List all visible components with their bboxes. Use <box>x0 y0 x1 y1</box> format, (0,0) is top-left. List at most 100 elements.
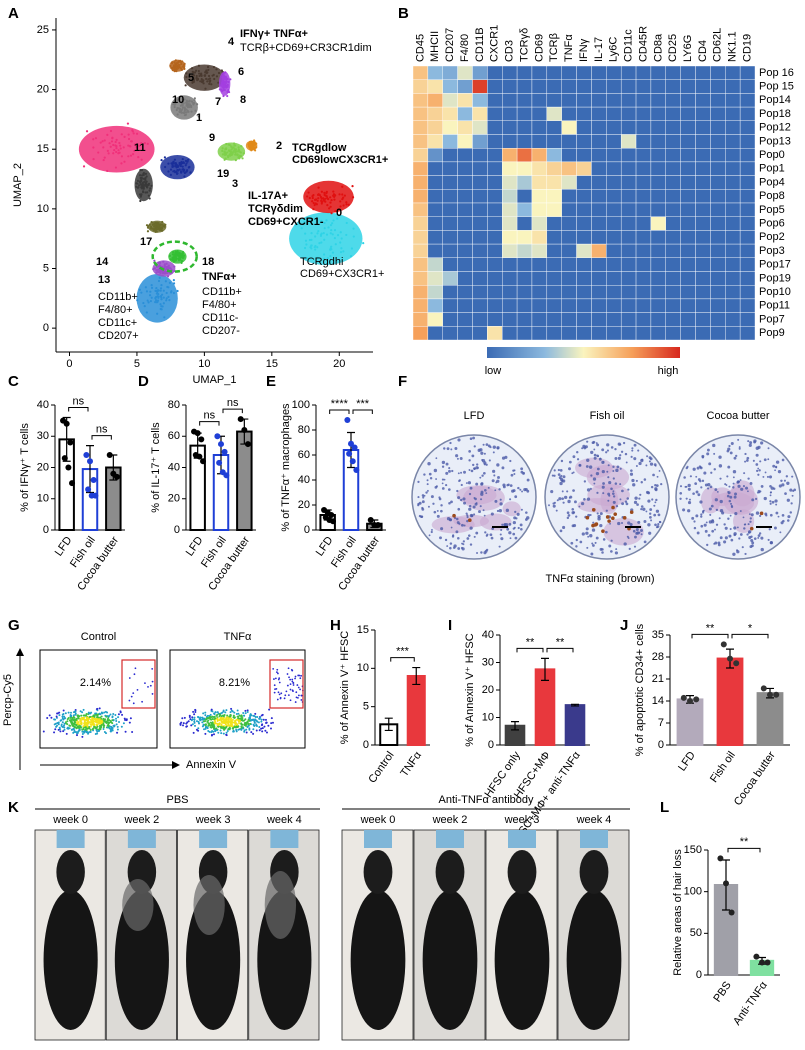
cell-dot <box>172 165 175 168</box>
nucleus <box>729 528 732 531</box>
event-dot <box>204 723 207 726</box>
nucleus <box>634 496 638 500</box>
significance-bracket <box>516 647 544 653</box>
cluster-label: F4/80+ <box>202 299 237 311</box>
nucleus <box>485 548 489 552</box>
cell-dot <box>178 110 181 113</box>
cell-dot <box>203 74 207 77</box>
row-label: Pop4 <box>759 176 785 188</box>
heatmap-cell <box>412 298 429 313</box>
heatmap-cell <box>487 120 503 135</box>
colorbar-label: high <box>658 365 679 377</box>
cluster-label: TCRβ+CD69+CR3CR1dim <box>240 42 372 54</box>
event-dot <box>107 721 110 724</box>
heatmap-cell <box>650 243 666 259</box>
nucleus <box>483 461 487 465</box>
cell-dot <box>173 70 176 73</box>
cell-dot <box>163 264 166 267</box>
heatmap-cell <box>472 285 488 300</box>
heatmap-cell <box>680 216 696 231</box>
nucleus <box>570 541 574 545</box>
nucleus <box>426 489 429 492</box>
event-dot <box>193 724 196 727</box>
event-dot <box>111 722 114 725</box>
cell-dot <box>163 270 166 274</box>
heatmap-cell <box>710 106 726 121</box>
event-dot <box>102 727 105 730</box>
cell-dot <box>324 200 327 203</box>
event-dot <box>194 711 197 714</box>
heatmap-cell <box>665 65 681 80</box>
cell-dot <box>127 137 131 141</box>
nucleus <box>483 551 487 555</box>
event-dot <box>274 677 277 680</box>
data-point <box>727 655 733 662</box>
nucleus <box>586 488 591 492</box>
nucleus <box>760 536 764 540</box>
brown-stain <box>759 511 764 516</box>
heatmap-cell <box>680 257 696 272</box>
flow-plot <box>39 649 158 749</box>
heatmap-cell <box>576 175 592 190</box>
cell-dot <box>181 165 184 168</box>
column-label: Ly6C <box>608 37 620 62</box>
heatmap-cell <box>502 65 518 80</box>
data-point <box>367 517 374 523</box>
heatmap-cell <box>680 161 696 176</box>
brown-stain <box>629 510 634 515</box>
heatmap-cell <box>665 147 681 163</box>
heatmap-cell <box>442 134 458 149</box>
event-dot <box>66 723 69 726</box>
significance-label: ns <box>96 424 108 436</box>
cell-dot <box>197 69 200 73</box>
heatmap-cell <box>739 230 756 245</box>
cell-dot <box>139 183 143 186</box>
heatmap-cell <box>427 93 443 108</box>
nucleus <box>430 495 434 499</box>
event-dot <box>121 713 124 716</box>
cell-dot <box>205 72 208 75</box>
heatmap-cell <box>635 93 652 108</box>
cell-dot <box>233 144 236 147</box>
nucleus <box>568 460 572 464</box>
nucleus <box>586 440 589 443</box>
panel-letter: G <box>8 617 20 634</box>
nucleus <box>602 492 605 495</box>
heatmap-cell <box>650 175 666 190</box>
nucleus <box>792 489 795 492</box>
event-dot <box>131 731 134 734</box>
cell-dot <box>320 202 323 205</box>
y-tick-label: 7 <box>658 717 664 729</box>
nucleus <box>605 509 608 512</box>
row-label: Pop1 <box>759 163 785 175</box>
row-label: Pop6 <box>759 217 785 229</box>
event-dot <box>204 714 207 717</box>
cell-dot <box>340 247 343 250</box>
nucleus <box>657 523 660 526</box>
heatmap-cell <box>710 230 726 245</box>
heatmap-cell <box>665 271 681 286</box>
tissue-structure <box>502 501 521 517</box>
nucleus <box>705 521 708 524</box>
nucleus <box>723 523 726 526</box>
cell-dot <box>349 254 353 258</box>
nucleus <box>436 514 440 518</box>
event-dot <box>122 722 125 725</box>
cell-dot <box>138 184 141 187</box>
x-axis-label: Annexin V <box>186 759 237 771</box>
heatmap-cell <box>650 161 666 176</box>
nucleus <box>753 440 756 444</box>
cell-dot <box>336 234 340 237</box>
week-label: week 4 <box>266 814 302 826</box>
cell-dot <box>220 69 223 72</box>
heatmap-cell <box>442 147 458 163</box>
event-dot <box>91 723 94 726</box>
heatmap-cell <box>472 93 488 108</box>
nucleus <box>615 505 619 508</box>
heatmap-cell <box>502 326 518 341</box>
nucleus <box>713 452 716 455</box>
nucleus <box>779 531 782 534</box>
nucleus <box>513 473 516 476</box>
heatmap-cell <box>561 161 577 176</box>
heatmap-cell <box>620 326 637 341</box>
